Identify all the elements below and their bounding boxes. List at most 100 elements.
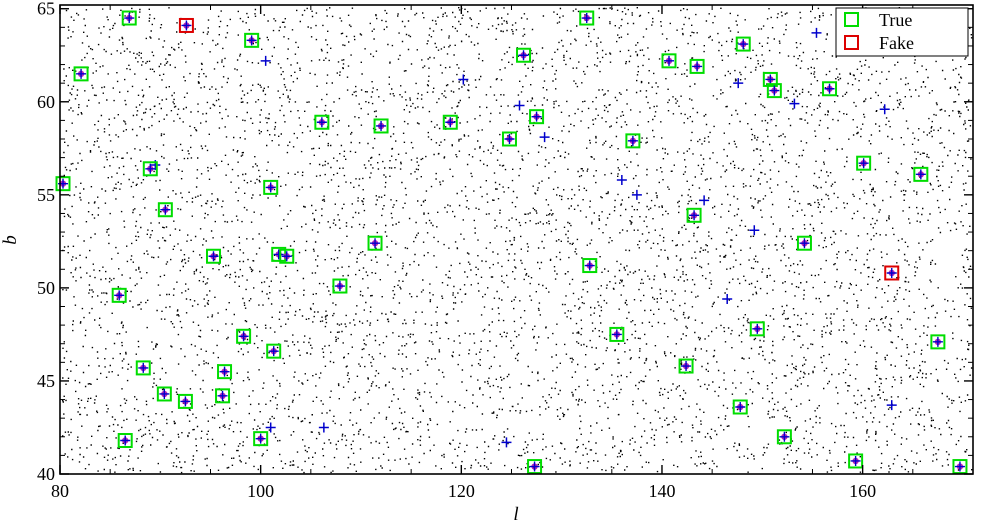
source-cross (208, 251, 219, 262)
series-point-true (582, 258, 598, 274)
source-cross (159, 388, 170, 399)
series-marker-square (776, 429, 792, 445)
series-marker-square (913, 166, 929, 182)
series-marker-square (217, 364, 233, 380)
source-cross (114, 290, 125, 301)
series-marker-square (856, 155, 872, 171)
series-marker-square (732, 399, 748, 415)
series-point-true (206, 248, 222, 264)
source-cross (824, 83, 835, 94)
y-tick-label: 65 (37, 0, 55, 19)
x-axis-label: l (513, 504, 518, 523)
source-cross (217, 390, 228, 401)
source-cross (238, 331, 249, 342)
series-marker-square (529, 109, 545, 125)
series-marker-square (930, 334, 946, 350)
source-cross (120, 435, 131, 446)
source-cross (531, 111, 542, 122)
series-marker-square (373, 118, 389, 134)
legend-label-fake: Fake (879, 33, 914, 53)
detection-marker (514, 100, 525, 111)
series-marker-square (73, 66, 89, 82)
source-cross (581, 13, 592, 24)
detection-marker (879, 104, 890, 115)
source-cross (273, 249, 284, 260)
series-point-true (796, 235, 812, 251)
source-cross (504, 134, 515, 144)
source-cross (858, 158, 869, 169)
series-point-true (442, 114, 458, 130)
series-marker-square (121, 10, 137, 26)
source-cross (334, 281, 345, 292)
series-point-true (266, 343, 282, 359)
series-marker-square (332, 278, 348, 294)
source-cross (681, 361, 692, 372)
detection-marker (458, 74, 469, 85)
series-marker-square (689, 58, 705, 74)
series-marker-square (178, 17, 194, 33)
series-point-true (952, 459, 968, 475)
legend-marker-fake (844, 35, 859, 50)
source-cross (769, 85, 780, 96)
legend-marker-true (844, 12, 859, 27)
series-marker-square (579, 10, 595, 26)
series-marker-square (582, 258, 598, 274)
series-marker-square (266, 343, 282, 359)
detection-marker (733, 78, 744, 89)
source-cross (518, 50, 529, 61)
series-point-true (529, 109, 545, 125)
x-tick-label: 140 (648, 481, 675, 501)
series-marker-square (516, 47, 532, 63)
source-cross (611, 329, 622, 340)
detection-marker (789, 98, 800, 109)
series-point-true (135, 360, 151, 376)
series-point-true (73, 66, 89, 82)
series-marker-square (253, 431, 269, 447)
series-point-true (279, 248, 295, 264)
source-cross (765, 74, 776, 85)
source-cross (779, 431, 790, 442)
series-point-true (749, 321, 765, 337)
series-point-true (762, 71, 778, 87)
series-marker-square (661, 53, 677, 69)
series-point-true (215, 388, 231, 404)
legend: True Fake (835, 7, 969, 57)
series-point-true (913, 166, 929, 182)
series-point-true (177, 393, 193, 409)
source-cross (76, 68, 87, 79)
series-point-true (678, 358, 694, 374)
source-cross (181, 20, 192, 31)
series-marker-square (678, 358, 694, 374)
series-point-true (367, 235, 383, 251)
source-cross (160, 204, 171, 215)
source-cross (954, 461, 965, 472)
series-marker-square (55, 176, 71, 192)
source-cross (268, 346, 279, 357)
series-marker-square (686, 207, 702, 223)
series-point-true (263, 179, 279, 195)
series-marker-square (442, 114, 458, 130)
series-marker-square (766, 83, 782, 99)
detection-marker (260, 55, 271, 66)
series-point-true (157, 202, 173, 218)
series-point-true (732, 399, 748, 415)
source-cross (376, 120, 387, 131)
series-marker-square (952, 459, 968, 475)
series-point-fake (884, 265, 900, 281)
source-cross (627, 135, 638, 146)
series-marker-square (279, 248, 295, 264)
series-point-true (625, 133, 641, 149)
series-point-true (516, 47, 532, 63)
detection-marker (722, 294, 733, 305)
series-marker-square (796, 235, 812, 251)
series-marker-square (314, 114, 330, 130)
source-cross (219, 366, 230, 377)
source-cross (735, 402, 746, 412)
source-cross (584, 260, 595, 271)
source-cross (752, 323, 763, 334)
series-marker-square (215, 388, 231, 404)
plot-frame (59, 4, 974, 475)
series-point-true (314, 114, 330, 130)
series-point-true (244, 32, 260, 48)
y-axis-label: b (0, 235, 21, 245)
